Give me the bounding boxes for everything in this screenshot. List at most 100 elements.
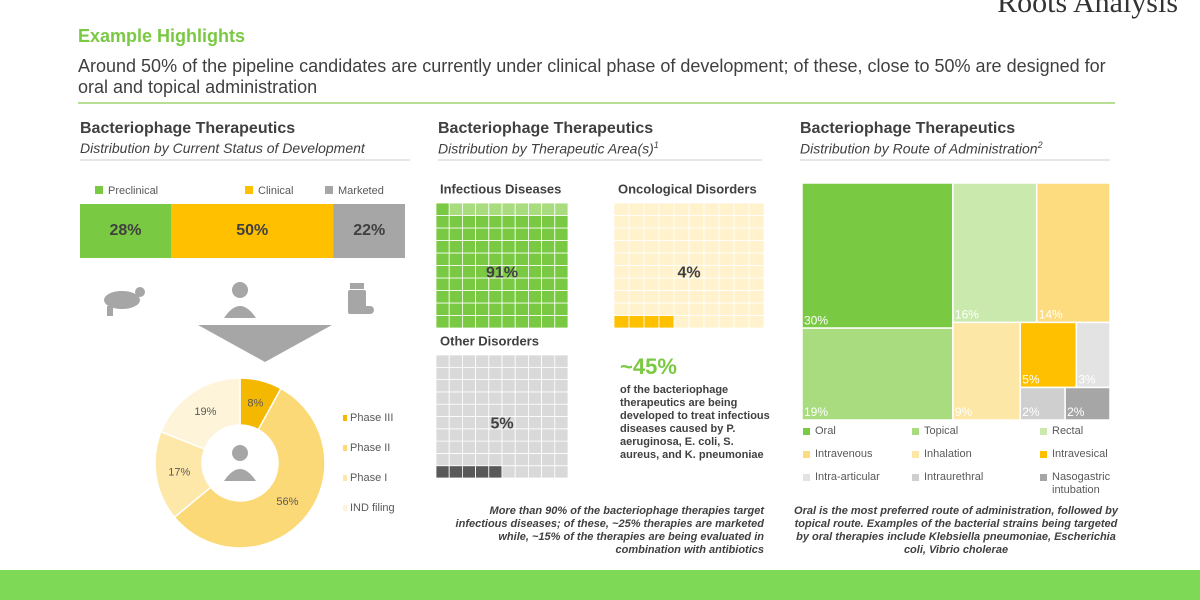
waffle-cell [748,265,765,279]
waffle-cell [488,465,503,479]
waffle-cell [488,440,503,454]
waffle-cell [488,252,503,266]
waffle-cell [461,391,476,405]
waffle-cell [435,428,450,442]
waffle-cell [613,227,630,241]
legend-label: Inhalation [924,448,972,460]
treemap-cell [1035,182,1111,324]
waffle-cell [488,302,503,316]
legend-marker [912,474,919,481]
waffle-cell [554,391,569,405]
waffle-cell [528,452,543,467]
waffle-cell [688,302,705,316]
waffle-cell [718,240,735,254]
waffle-cell [733,315,750,329]
waffle-cell [613,277,630,291]
waffle-cell [448,440,463,454]
waffle-cell [541,416,556,430]
waffle-cell [475,202,490,216]
waffle-cell [658,215,675,229]
legend-marker [912,428,919,435]
waffle-cell [501,202,516,216]
waffle-cell [514,465,529,479]
waffle-cell [501,440,516,454]
waffle-cell [528,366,543,380]
waffle-cell [541,227,556,241]
waffle-cell [435,465,450,479]
donut-icon [232,445,248,461]
legend-marker [1040,428,1047,435]
waffle-cell [501,452,516,467]
waffle-cell [501,354,516,368]
value-label: 3% [1078,373,1096,387]
waffle-cell [475,428,490,442]
waffle-cell [528,277,543,291]
waffle-cell [703,252,720,266]
waffle-cell [528,440,543,454]
waffle-cell [475,416,490,430]
waffle-cell [733,202,750,216]
waffle-cell [703,202,720,216]
waffle-cell [541,354,556,368]
waffle-title: Other Disorders [440,333,539,348]
waffle-cell [703,265,720,279]
legend-label: Nasogastric intubation [1052,471,1111,496]
waffle-cell [528,391,543,405]
waffle-cell [673,315,690,329]
waffle-cell [673,240,690,254]
waffle-cell [461,452,476,467]
waffle-cell [658,265,675,279]
panel-subtitle: Distribution by Current Status of Develo… [80,140,365,156]
waffle-cell [448,366,463,380]
waffle-cell [448,227,463,241]
waffle-cell [435,227,450,241]
waffle-cell [528,265,543,279]
value-label: 14% [1039,308,1063,322]
waffle-cell [748,202,765,216]
waffle-cell [461,440,476,454]
legend-marker [1040,474,1047,481]
waffle-cell [733,215,750,229]
value-label: 30% [804,313,828,327]
waffle-cell [461,252,476,266]
legend-label: Intravenous [815,448,873,460]
waffle-cell [435,302,450,316]
waffle-cell [554,227,569,241]
waffle-cell [541,202,556,216]
waffle-cell [461,302,476,316]
waffle-cell [658,302,675,316]
waffle-cell [501,302,516,316]
waffle-cell [554,366,569,380]
waffle-cell [541,452,556,467]
waffle-cell [554,215,569,229]
waffle-cell [554,428,569,442]
waffle-cell [461,290,476,304]
value-label: 9% [955,405,973,419]
waffle-cell [748,290,765,304]
waffle-cell [718,265,735,279]
treemap-cell [1019,321,1078,389]
waffle-cell [733,290,750,304]
waffle-cell [501,227,516,241]
waffle-cell [475,379,490,393]
waffle-cell [461,366,476,380]
waffle-cell [673,302,690,316]
treemap-cell [1064,386,1111,421]
treemap-cell [1075,321,1111,389]
waffle-cell [703,302,720,316]
waffle-cell [643,227,660,241]
waffle-cell [514,416,529,430]
waffle-cell [658,240,675,254]
waffle-cell [643,302,660,316]
waffle-cell [475,227,490,241]
waffle-cell [528,240,543,254]
waffle-cell [613,202,630,216]
waffle-cell [643,215,660,229]
waffle-cell [435,403,450,417]
bar-segment [333,204,405,258]
waffle-cell [733,227,750,241]
waffle-cell [748,315,765,329]
waffle-cell [628,277,645,291]
waffle-cell [435,440,450,454]
value-label: 19% [194,406,216,418]
